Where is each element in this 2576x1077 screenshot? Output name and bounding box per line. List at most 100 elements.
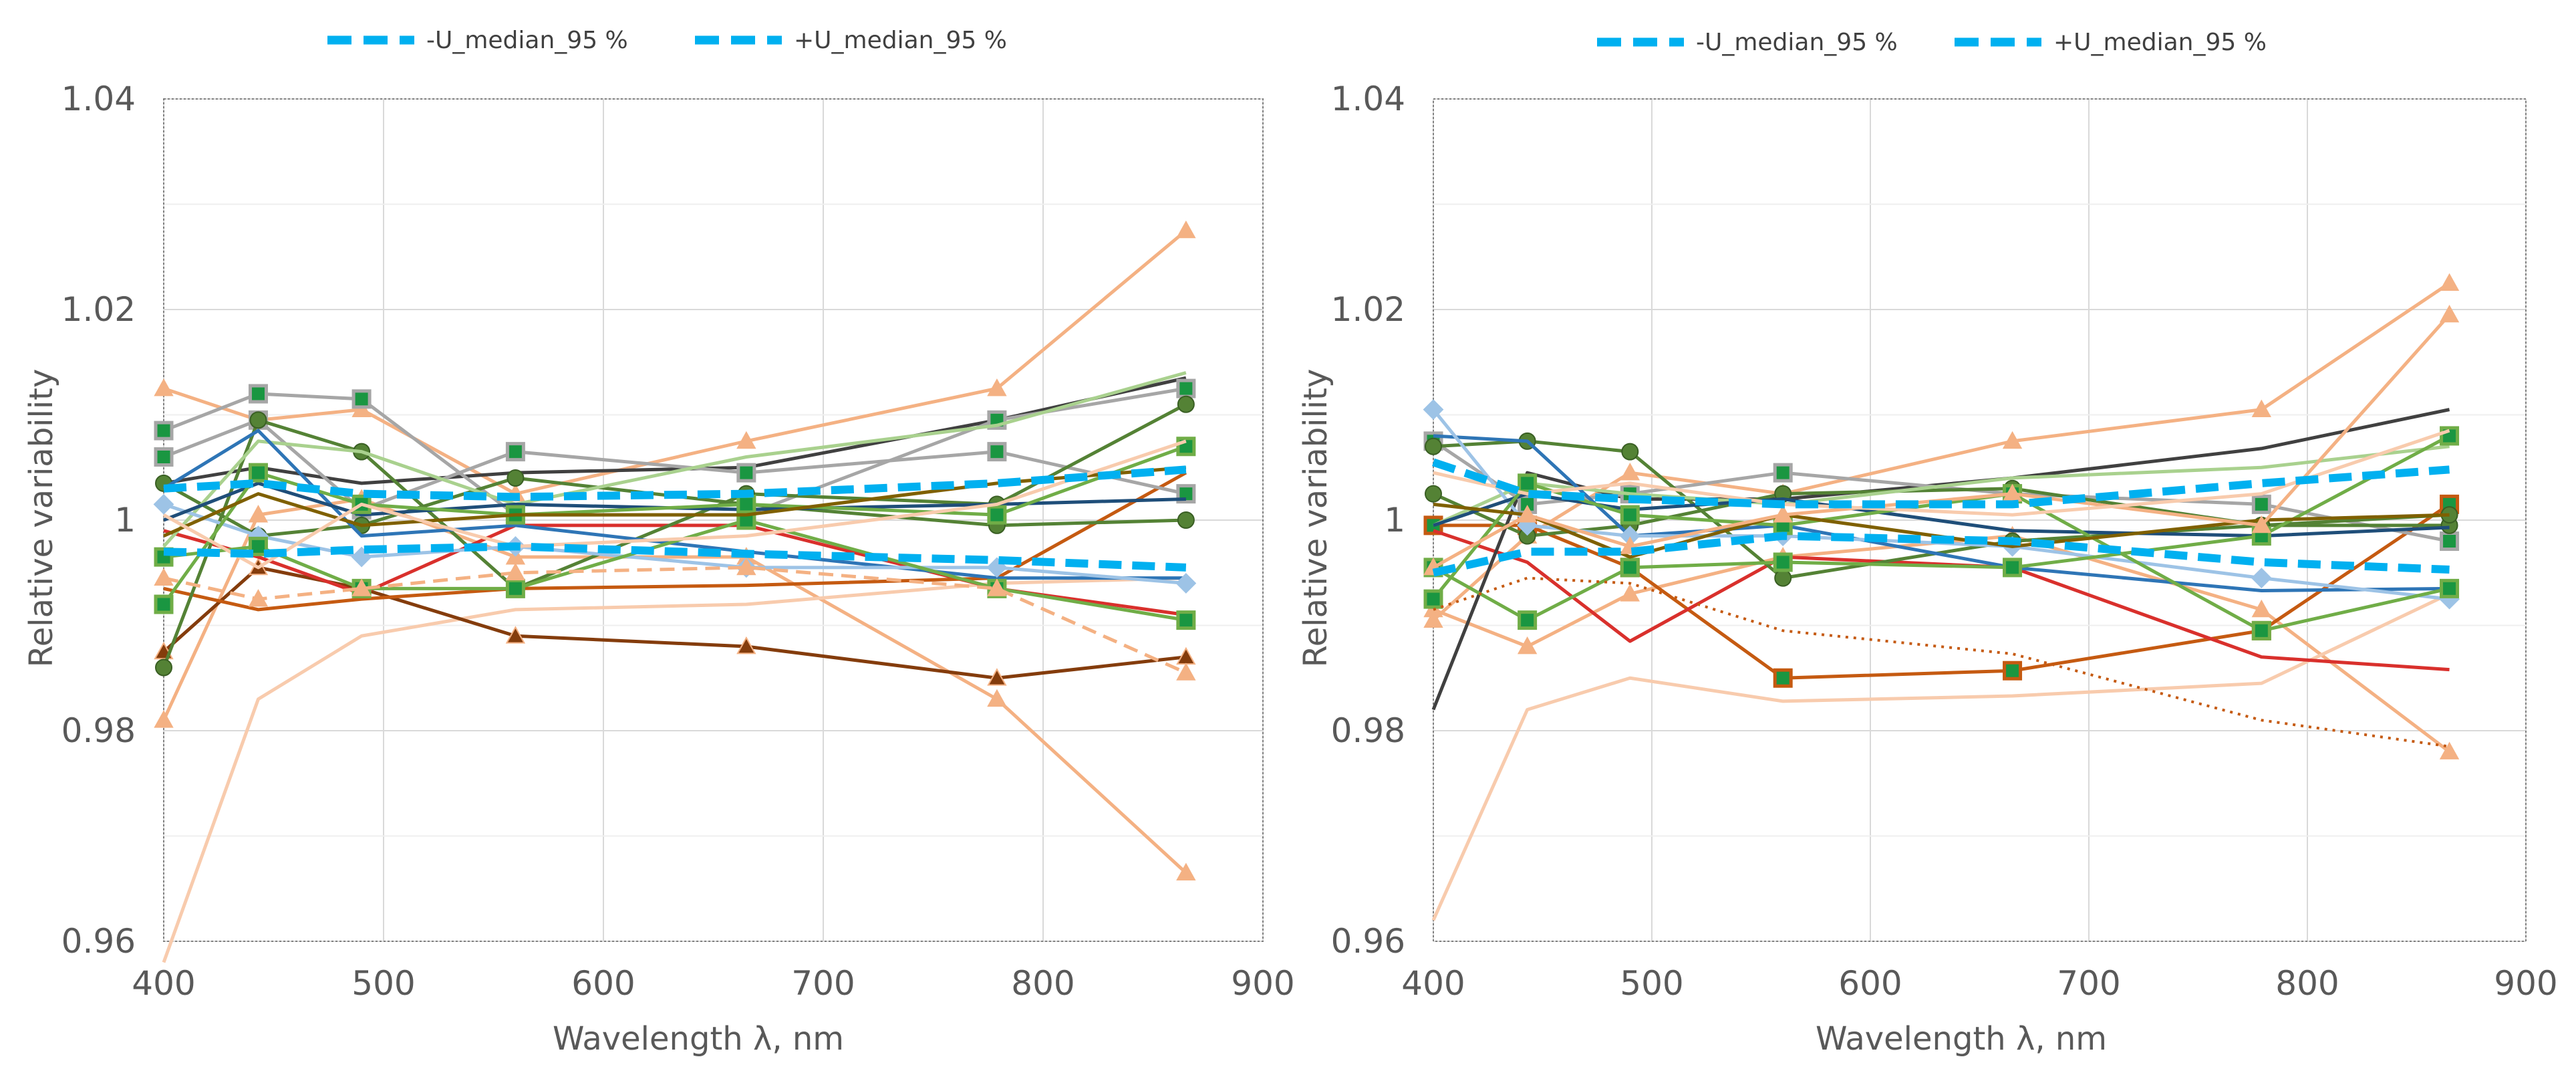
chart-left: -U_median_95 % +U_median_95 % 400 500 600 7… xyxy=(23,27,1295,1058)
data-point xyxy=(505,626,526,644)
data-point xyxy=(2251,568,2272,589)
series-line xyxy=(1433,576,2450,748)
legend-lower-label: -U_median_95 % xyxy=(1696,29,1898,56)
data-point xyxy=(2003,558,2023,578)
y-tick-label: 0.96 xyxy=(61,922,136,961)
chart-right: -U_median_95 % +U_median_95 % 400 500 600 7… xyxy=(1297,29,2558,1058)
data-point xyxy=(1620,584,1640,602)
series-19 xyxy=(154,557,1196,681)
series-3 xyxy=(162,576,1186,963)
x-tick-label: 500 xyxy=(351,964,415,1003)
data-point xyxy=(155,659,172,677)
data-point xyxy=(2002,431,2023,449)
median-lower-line xyxy=(163,542,1187,572)
data-point xyxy=(736,463,756,483)
series-line xyxy=(162,465,1187,537)
median-upper-line xyxy=(163,465,1187,501)
y-tick-label: 0.98 xyxy=(61,711,136,750)
data-point xyxy=(154,594,174,614)
data-point xyxy=(2251,494,2271,514)
data-point xyxy=(1425,485,1442,503)
data-point xyxy=(249,411,267,429)
y-axis-label-left: Relative variability xyxy=(23,369,60,668)
data-point xyxy=(2251,515,2272,533)
data-point xyxy=(154,421,174,441)
legend-lower-label: -U_median_95 % xyxy=(426,27,628,54)
data-point xyxy=(1176,437,1196,457)
data-point xyxy=(1620,505,1640,525)
data-point xyxy=(1423,399,1444,421)
data-point xyxy=(2251,620,2271,640)
y-tick-label: 1.02 xyxy=(61,290,136,329)
y-tick-label: 1 xyxy=(114,501,136,540)
x-tick-label: 900 xyxy=(2494,964,2557,1003)
data-point xyxy=(736,494,756,514)
data-point xyxy=(154,447,174,467)
data-point xyxy=(1423,610,1443,628)
data-point xyxy=(154,378,174,396)
median-upper-line xyxy=(1432,458,2450,509)
x-tick-label: 500 xyxy=(1620,964,1683,1003)
data-point xyxy=(1620,558,1640,578)
data-point xyxy=(1518,473,1538,493)
y-tick-label: 1 xyxy=(1384,501,1405,540)
x-tick-label: 800 xyxy=(1011,964,1075,1003)
x-axis-label-left: Wavelength λ, nm xyxy=(553,1020,844,1058)
data-point xyxy=(1176,378,1196,398)
data-point xyxy=(1423,589,1443,609)
series-line xyxy=(162,402,1187,669)
series-13 xyxy=(162,429,1186,580)
data-point xyxy=(987,668,1007,686)
series-layer-right xyxy=(1423,273,2460,921)
data-point xyxy=(1425,437,1442,455)
y-tick-label: 1.04 xyxy=(1331,80,1405,118)
series-18 xyxy=(162,465,1187,537)
data-point xyxy=(987,689,1007,707)
data-point xyxy=(1517,636,1538,654)
data-point xyxy=(153,493,174,515)
median-layer-right xyxy=(1432,458,2450,577)
data-point xyxy=(2439,741,2460,759)
data-point xyxy=(351,389,372,409)
grid-right xyxy=(1433,98,2527,942)
series-1 xyxy=(154,220,1196,502)
x-tick-label: 700 xyxy=(2057,964,2120,1003)
x-axis-label-right: Wavelength λ, nm xyxy=(1816,1020,2107,1058)
series-18 xyxy=(1423,304,2460,576)
data-point xyxy=(1621,443,1639,461)
y-tick-label: 0.96 xyxy=(1331,922,1405,961)
data-point xyxy=(505,562,526,581)
ticks-right: 400 500 600 700 800 900 0.96 0.98 1 1.02 1.04 xyxy=(1331,80,2558,1003)
series-line xyxy=(1431,592,2450,921)
x-tick-label: 400 xyxy=(132,964,195,1003)
y-tick-label: 1.02 xyxy=(1331,290,1405,329)
data-point xyxy=(248,384,268,404)
data-point xyxy=(1774,569,1792,587)
data-point xyxy=(2440,578,2460,598)
x-tick-label: 900 xyxy=(1231,964,1294,1003)
data-point xyxy=(154,568,174,586)
data-point xyxy=(351,578,372,596)
data-point xyxy=(1517,505,1538,523)
legend-right: -U_median_95 % +U_median_95 % xyxy=(1597,29,2267,56)
series-1 xyxy=(1423,273,2460,628)
data-point xyxy=(736,431,756,449)
x-tick-label: 800 xyxy=(2275,964,2339,1003)
data-point xyxy=(1773,463,1793,483)
data-point xyxy=(1773,505,1793,523)
data-point xyxy=(736,557,756,576)
legend-left: -U_median_95 % +U_median_95 % xyxy=(327,27,1007,54)
data-point xyxy=(1176,862,1196,881)
y-tick-label: 0.98 xyxy=(1331,711,1405,750)
data-point xyxy=(2439,304,2460,323)
median-layer-left xyxy=(163,465,1187,572)
data-point xyxy=(987,505,1007,525)
data-point xyxy=(2439,273,2460,291)
data-point xyxy=(2003,661,2023,681)
series-line xyxy=(163,229,1187,496)
data-point xyxy=(154,710,174,728)
data-point xyxy=(505,578,525,598)
data-point xyxy=(1177,395,1195,413)
y-axis-label-right: Relative variability xyxy=(1297,369,1334,668)
x-tick-label: 600 xyxy=(1838,964,1902,1003)
